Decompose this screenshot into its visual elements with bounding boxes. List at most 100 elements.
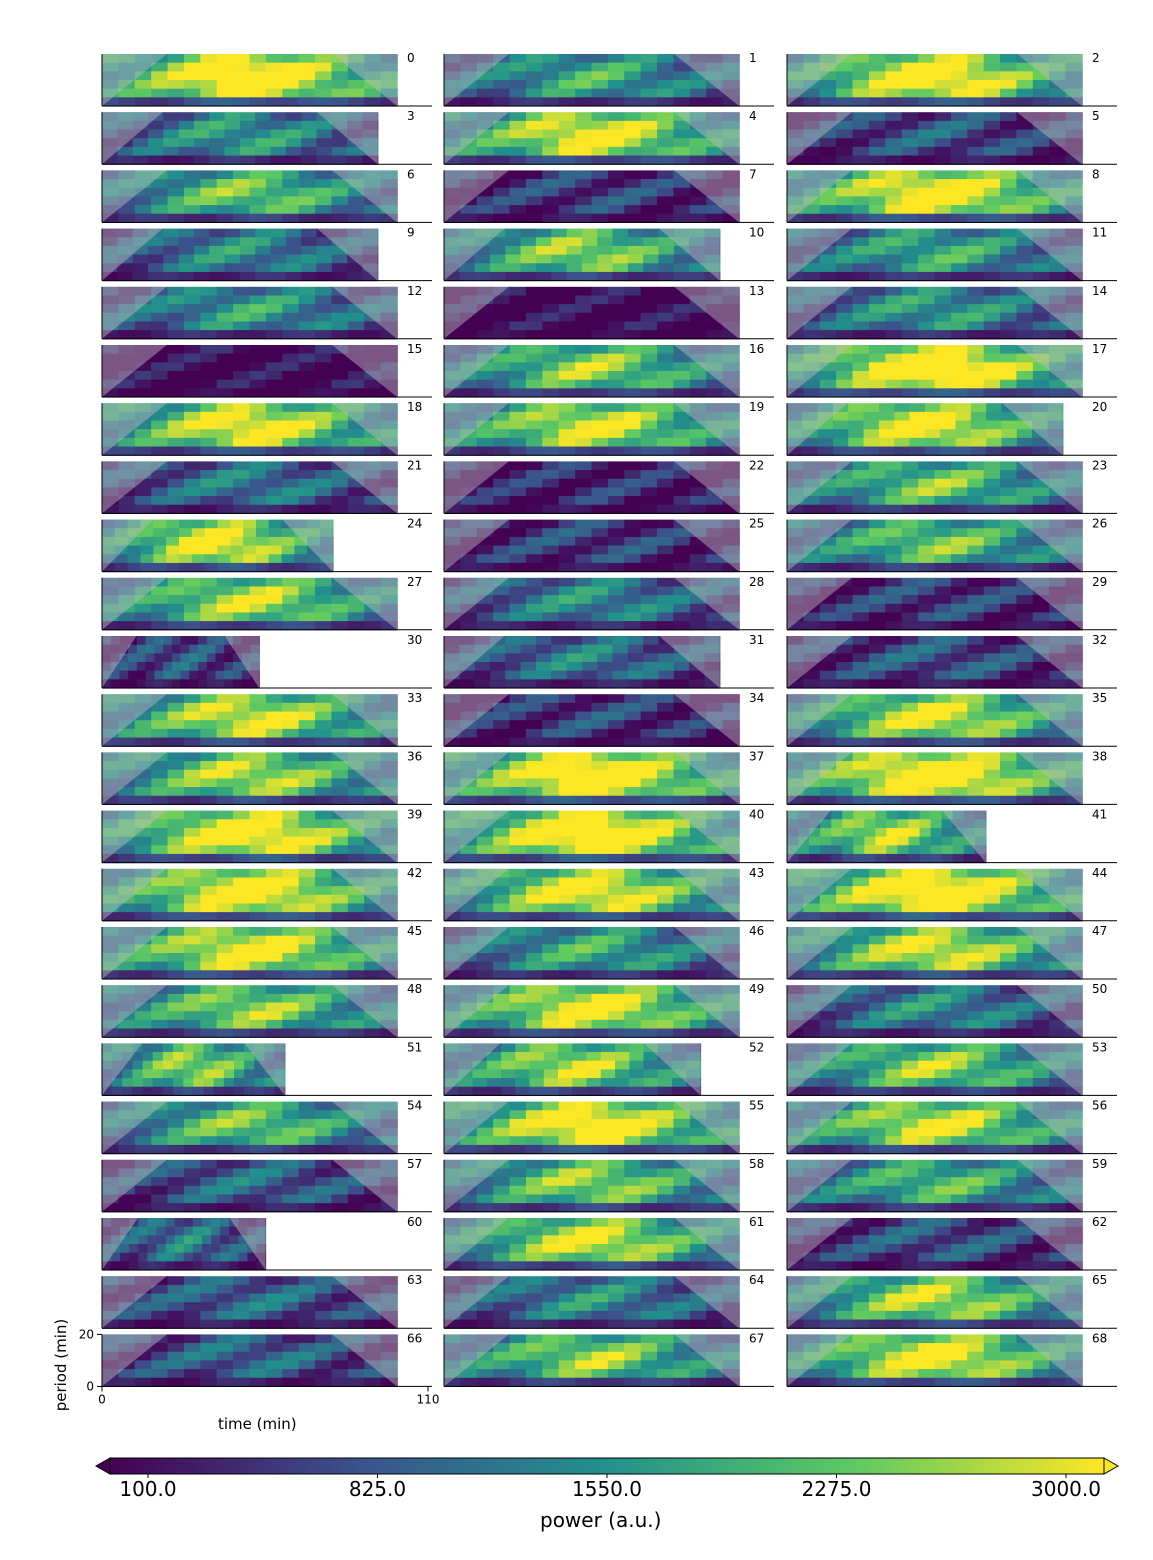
heatmap-cell [787, 388, 804, 398]
heatmap-cell [282, 621, 300, 631]
heatmap-cell [315, 213, 333, 223]
heatmap-cell [282, 437, 300, 448]
heatmap-cell [525, 97, 543, 107]
heatmap-cell [1065, 536, 1083, 547]
heatmap-cell [380, 612, 398, 622]
heatmap-cell [853, 853, 865, 864]
heatmap-cell [657, 595, 675, 605]
heatmap-cell [1016, 205, 1034, 215]
heatmap-cell [918, 461, 936, 471]
heatmap-cell [566, 228, 583, 238]
heatmap-cell [1032, 612, 1050, 622]
heatmap-cell [216, 286, 234, 297]
heatmap-cell [525, 330, 543, 340]
heatmap-cell [520, 679, 537, 689]
heatmap-cell [558, 362, 576, 372]
heatmap-cell [624, 312, 642, 323]
heatmap-cell [476, 795, 494, 805]
heatmap-cell [255, 545, 270, 555]
heatmap-cell [476, 420, 494, 430]
heatmap-cell [607, 577, 625, 588]
heatmap-cell [706, 894, 724, 905]
heatmap-cell [493, 196, 511, 206]
heatmap-cell [216, 170, 234, 180]
heatmap-cell [217, 545, 231, 555]
heatmap-cell [885, 877, 903, 887]
heatmap-cell [640, 536, 658, 547]
heatmap-cell [347, 894, 365, 905]
heatmap-cell [591, 205, 609, 215]
heatmap-cell [607, 146, 625, 157]
heatmap-cell [509, 795, 527, 805]
heatmap-cell [1065, 245, 1083, 256]
heatmap-cell [301, 263, 318, 273]
heatmap-cell [558, 379, 576, 389]
heatmap-cell [597, 237, 614, 247]
heatmap-cell [657, 371, 675, 381]
heatmap-cell [233, 795, 251, 805]
heatmap-cell [955, 411, 972, 422]
heatmap-cell [868, 577, 886, 588]
heatmap-cell [868, 295, 886, 305]
heatmap-cell [183, 769, 201, 779]
heatmap-cell [364, 312, 382, 323]
panel-24: 24 [101, 517, 432, 573]
heatmap-cell [163, 636, 173, 646]
heatmap-cell [566, 245, 583, 256]
heatmap-cell [967, 80, 985, 90]
heatmap-cell [493, 146, 511, 157]
heatmap-cell [102, 903, 119, 913]
heatmap-cell [930, 810, 943, 820]
heatmap-cell [476, 353, 494, 363]
heatmap-cell [347, 769, 365, 779]
heatmap-cell [657, 903, 675, 913]
heatmap-cell [819, 711, 837, 721]
heatmap-cell [722, 711, 740, 721]
heatmap-cell [476, 155, 494, 165]
heatmap-cell [380, 603, 398, 614]
heatmap-cell [950, 679, 968, 689]
heatmap-cell [901, 88, 919, 98]
heatmap-cell [575, 853, 593, 864]
heatmap-cell [167, 795, 185, 805]
heatmap-cell [863, 437, 880, 448]
heatmap-cell [118, 295, 136, 305]
heatmap-cell [525, 737, 543, 747]
heatmap-cell [347, 886, 365, 896]
heatmap-cell [575, 388, 593, 398]
heatmap-cell [163, 228, 180, 238]
heatmap-cell [102, 554, 116, 564]
heatmap-cell [983, 478, 1001, 488]
heatmap-cell [282, 403, 300, 413]
heatmap-cell [167, 728, 185, 739]
heatmap-cell [233, 330, 251, 340]
heatmap-cell [542, 702, 560, 713]
heatmap-cell [836, 304, 854, 314]
heatmap-cell [950, 146, 968, 157]
heatmap-cell [950, 196, 968, 206]
heatmap-cell [950, 62, 968, 72]
heatmap-cell [983, 237, 1001, 247]
heatmap-cell [1000, 470, 1018, 480]
heatmap-cell [640, 461, 658, 471]
heatmap-cell [802, 429, 819, 439]
heatmap-cell [1016, 80, 1034, 90]
heatmap-cell [885, 787, 903, 797]
heatmap-cell [233, 496, 251, 506]
heatmap-cell [362, 237, 379, 247]
heatmap-cell [265, 612, 283, 622]
heatmap-cell [558, 737, 576, 747]
heatmap-cell [607, 403, 625, 413]
heatmap-cell [255, 146, 272, 157]
heatmap-cell [787, 286, 804, 297]
heatmap-cell [542, 345, 560, 355]
heatmap-cell [134, 778, 152, 788]
panel-label: 32 [1092, 633, 1107, 647]
heatmap-cell [967, 237, 985, 247]
heatmap-cell [934, 752, 952, 762]
heatmap-cell [493, 694, 511, 704]
heatmap-cell [607, 88, 625, 98]
heatmap-cell [444, 304, 461, 314]
heatmap-cell [118, 868, 136, 879]
heatmap-cell [183, 403, 201, 413]
